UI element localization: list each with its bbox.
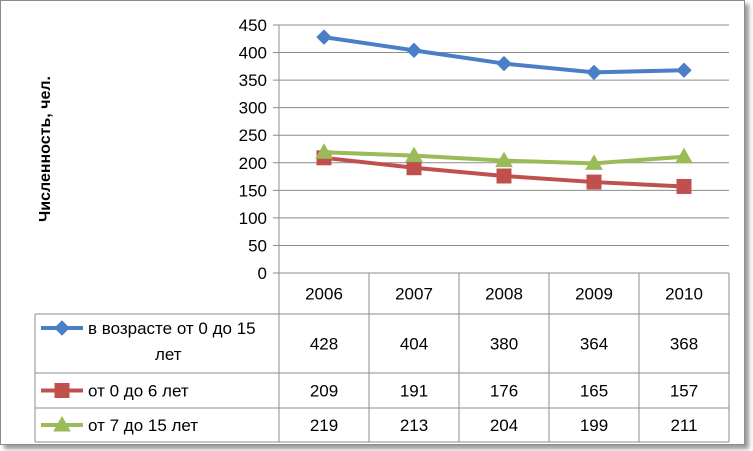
x-category-label: 2007 <box>395 285 433 304</box>
data-point <box>676 62 692 78</box>
y-tick-label: 150 <box>239 181 267 200</box>
data-label: 368 <box>670 335 698 354</box>
y-tick-label: 0 <box>258 264 267 283</box>
y-axis-label: Численность, чел. <box>37 76 54 222</box>
series-1 <box>316 29 692 81</box>
data-point <box>406 42 422 59</box>
data-label: 213 <box>400 416 428 435</box>
data-point <box>586 64 602 81</box>
x-category-label: 2010 <box>665 285 703 304</box>
legend-label: от 7 до 15 лет <box>88 416 198 435</box>
legend-label: от 0 до 6 лет <box>88 382 189 401</box>
data-point <box>406 160 422 176</box>
x-category-label: 2009 <box>575 285 613 304</box>
data-label: 176 <box>490 382 518 401</box>
data-label: 165 <box>580 382 608 401</box>
y-tick-label: 300 <box>239 99 267 118</box>
data-table: 2006 2007 2008 2009 2010 в возрасте от 0 до 1… <box>34 272 730 443</box>
series-layer <box>315 29 693 194</box>
y-tick-label: 100 <box>239 209 267 228</box>
line-chart: 0 50 100 150 200 250 300 350 400 450 Численность,… <box>34 16 730 443</box>
data-point <box>496 168 512 184</box>
data-label: 199 <box>580 416 608 435</box>
data-label: 191 <box>400 382 428 401</box>
y-tick-label: 50 <box>248 236 267 255</box>
chart-frame: 0 50 100 150 200 250 300 350 400 450 Численность,… <box>0 0 745 445</box>
legend-key-marker <box>53 415 71 432</box>
data-point <box>405 146 423 163</box>
x-category-label: 2008 <box>485 285 523 304</box>
data-point <box>315 143 333 159</box>
y-tick-label: 450 <box>239 16 267 35</box>
data-point <box>676 178 692 194</box>
legend-label: в возрасте от 0 до 15 <box>88 319 256 338</box>
data-label: 157 <box>670 382 698 401</box>
series-3 <box>315 143 693 170</box>
data-label: 219 <box>310 416 338 435</box>
data-label: 204 <box>490 416 518 435</box>
y-tick-label: 200 <box>239 154 267 173</box>
legend-key-marker <box>54 383 70 398</box>
data-point <box>495 151 513 168</box>
data-point <box>496 55 512 72</box>
data-label: 380 <box>490 335 518 354</box>
data-label: 364 <box>580 335 608 354</box>
data-label: 404 <box>400 335 428 354</box>
legend-key-marker <box>54 320 70 336</box>
data-point <box>675 147 693 164</box>
y-tick-label: 400 <box>239 44 267 63</box>
data-point <box>316 29 332 45</box>
legend-label: лет <box>155 345 182 364</box>
data-point <box>585 154 603 170</box>
data-label: 211 <box>670 416 697 435</box>
x-category-label: 2006 <box>305 285 343 304</box>
data-point <box>586 174 602 190</box>
y-axis: 0 50 100 150 200 250 300 350 400 450 <box>239 16 267 283</box>
data-label: 428 <box>310 335 338 354</box>
y-tick-label: 350 <box>239 71 267 90</box>
data-label: 209 <box>310 382 338 401</box>
y-tick-label: 250 <box>239 126 267 145</box>
